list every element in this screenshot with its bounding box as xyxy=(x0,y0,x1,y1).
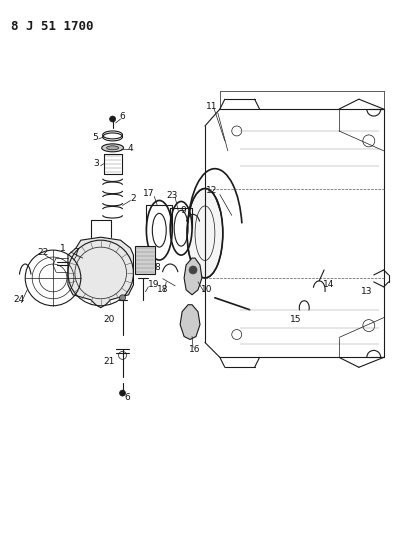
Text: 20: 20 xyxy=(103,315,114,324)
Text: 4: 4 xyxy=(128,144,133,154)
Polygon shape xyxy=(135,246,155,274)
Text: 7: 7 xyxy=(73,248,79,256)
Text: 8 J 51 1700: 8 J 51 1700 xyxy=(11,20,94,33)
Text: 11: 11 xyxy=(206,102,218,111)
Text: 12: 12 xyxy=(206,186,218,195)
Polygon shape xyxy=(180,305,200,340)
Text: 15: 15 xyxy=(290,315,301,324)
Circle shape xyxy=(189,266,197,274)
Text: 5: 5 xyxy=(92,133,98,142)
Text: 23: 23 xyxy=(166,191,178,200)
Polygon shape xyxy=(184,258,202,295)
Text: 24: 24 xyxy=(14,295,25,304)
Text: 6: 6 xyxy=(125,393,131,401)
Polygon shape xyxy=(68,237,133,308)
Circle shape xyxy=(119,295,125,301)
Text: 21: 21 xyxy=(103,357,114,366)
Text: 16: 16 xyxy=(189,345,201,354)
Text: 3: 3 xyxy=(93,159,99,168)
Text: 22: 22 xyxy=(37,248,49,256)
Text: 14: 14 xyxy=(324,280,335,289)
Text: 17: 17 xyxy=(142,189,154,198)
Text: 2: 2 xyxy=(131,194,136,203)
Ellipse shape xyxy=(107,146,119,150)
Text: 1: 1 xyxy=(60,244,66,253)
Text: 10: 10 xyxy=(201,285,213,294)
Ellipse shape xyxy=(187,189,223,278)
Circle shape xyxy=(109,116,115,122)
Text: 6: 6 xyxy=(120,111,125,120)
Text: 13: 13 xyxy=(361,287,373,296)
Text: 19: 19 xyxy=(148,280,159,289)
Text: 9: 9 xyxy=(180,206,186,215)
Circle shape xyxy=(119,390,125,396)
Text: 8: 8 xyxy=(154,263,160,272)
Ellipse shape xyxy=(101,144,123,152)
Text: 18: 18 xyxy=(156,285,168,294)
